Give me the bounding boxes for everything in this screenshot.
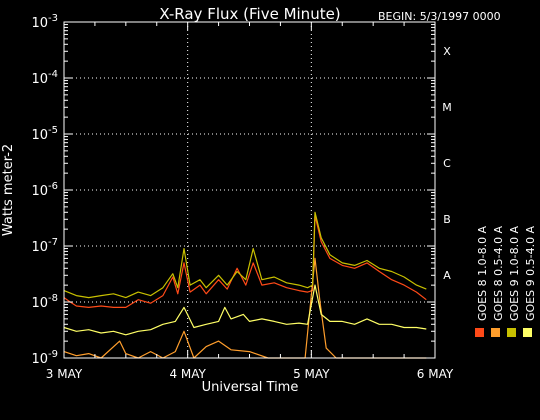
y-tick-label: 10-9	[31, 349, 58, 367]
legend-label-2: GOES 8 0.5-4.0 A	[492, 225, 505, 321]
y-tick-label-exponent: -6	[48, 181, 58, 192]
begin-date-label: BEGIN: 5/3/1997 0000	[378, 10, 501, 23]
y-tick-labels: 10-910-810-710-610-510-410-3	[31, 13, 58, 367]
y-tick-label-exponent: -5	[48, 125, 58, 136]
y-tick-label-exponent: -8	[48, 293, 58, 304]
legend-swatch-2	[491, 328, 500, 337]
series-group	[63, 211, 427, 359]
y-tick-label-base: 10	[31, 16, 48, 31]
legend-swatch-4	[523, 328, 532, 337]
x-tick-label: 5 MAY	[293, 367, 330, 381]
legend: GOES 8 1.0-8.0 A GOES 8 0.5-4.0 A GOES 9 1…	[475, 225, 537, 337]
y-tick-label-base: 10	[31, 128, 48, 143]
y-tick-label-base: 10	[31, 184, 48, 199]
flare-class-label: A	[443, 269, 451, 282]
y-tick-label: 10-7	[31, 237, 58, 255]
series-line-4	[63, 284, 427, 336]
chart-title: X-Ray Flux (Five Minute)	[159, 5, 340, 23]
x-tick-label: 6 MAY	[417, 367, 454, 381]
x-tick-label: 4 MAY	[169, 367, 206, 381]
legend-label-3: GOES 9 1.0-8.0 A	[508, 225, 521, 321]
flare-class-label: X	[443, 45, 451, 58]
y-tick-label: 10-8	[31, 293, 58, 311]
y-tick-label-base: 10	[31, 72, 48, 87]
legend-label-1: GOES 8 1.0-8.0 A	[476, 225, 489, 321]
series-line-3	[63, 211, 427, 299]
axis-ticks	[63, 21, 436, 359]
y-tick-label-base: 10	[31, 296, 48, 311]
y-tick-label-base: 10	[31, 240, 48, 255]
flare-class-labels: A B C M X	[442, 45, 452, 282]
y-tick-label-exponent: -9	[48, 349, 58, 360]
x-tick-label: 3 MAY	[46, 367, 83, 381]
legend-label-4: GOES 9 0.5-4.0 A	[524, 225, 537, 321]
y-tick-label-exponent: -4	[48, 69, 58, 80]
legend-swatch-3	[507, 328, 516, 337]
flare-class-label: B	[443, 213, 451, 226]
y-tick-label: 10-3	[31, 13, 58, 31]
flare-class-label: C	[443, 157, 451, 170]
y-tick-label: 10-4	[31, 69, 58, 87]
x-axis-label: Universal Time	[202, 380, 299, 395]
flare-class-label: M	[442, 101, 452, 114]
y-tick-label: 10-5	[31, 125, 58, 143]
y-tick-label-exponent: -7	[48, 237, 58, 248]
y-axis-label: Watts meter-2	[1, 144, 16, 236]
x-tick-labels: 3 MAY 4 MAY 5 MAY 6 MAY	[46, 367, 454, 381]
y-tick-label-base: 10	[31, 352, 48, 367]
y-tick-label: 10-6	[31, 181, 58, 199]
series-line-2	[63, 257, 427, 359]
legend-swatch-1	[475, 328, 484, 337]
y-tick-label-exponent: -3	[48, 13, 58, 24]
series-line-1	[63, 214, 427, 308]
